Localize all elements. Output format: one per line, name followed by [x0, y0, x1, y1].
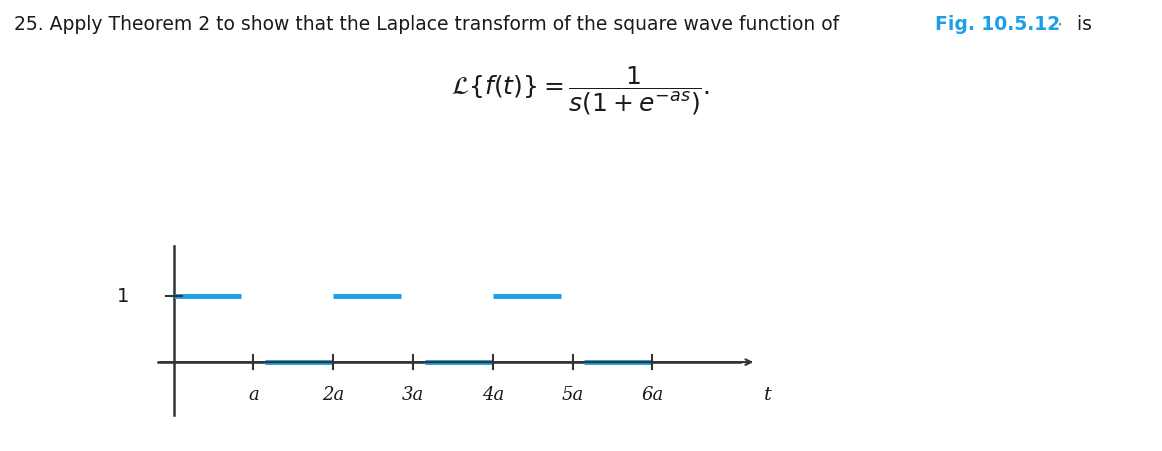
- Text: $\mathcal{L}\{f(t)\} = \dfrac{1}{s(1 + e^{-as})}.$: $\mathcal{L}\{f(t)\} = \dfrac{1}{s(1 + e…: [451, 65, 711, 117]
- Text: 5a: 5a: [561, 386, 583, 403]
- Text: Fig. 10.5.12: Fig. 10.5.12: [935, 15, 1061, 34]
- Text: 2a: 2a: [322, 386, 344, 403]
- Text: 6a: 6a: [641, 386, 664, 403]
- Text: a: a: [248, 386, 259, 403]
- Text: t: t: [765, 386, 772, 403]
- Text: 4a: 4a: [481, 386, 504, 403]
- Text: 1: 1: [117, 287, 130, 306]
- Text: 25. Apply Theorem 2 to show that the Laplace transform of the square wave functi: 25. Apply Theorem 2 to show that the Lap…: [14, 15, 845, 34]
- Text: is: is: [1071, 15, 1092, 34]
- Text: ⋅: ⋅: [1057, 15, 1063, 34]
- Text: 3a: 3a: [402, 386, 424, 403]
